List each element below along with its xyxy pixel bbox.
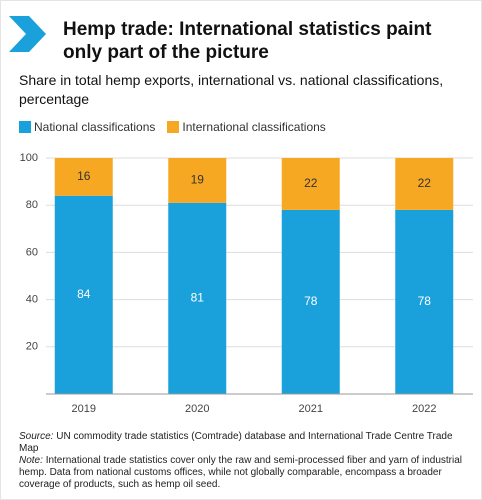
source: Source: UN commodity trade statistics (C…	[19, 431, 469, 455]
data-label: 19	[191, 173, 205, 187]
y-tick-label: 40	[26, 294, 38, 306]
bar-segment	[395, 158, 454, 210]
data-label: 78	[418, 294, 432, 308]
legend-label: National classifications	[34, 120, 156, 134]
bar-segment	[395, 209, 454, 394]
legend-swatch	[19, 121, 31, 133]
data-label: 84	[77, 287, 91, 301]
y-tick-label: 80	[26, 199, 38, 211]
bar-segment	[168, 158, 227, 203]
y-tick-label: 20	[26, 341, 38, 353]
note: Note: International trade statistics cov…	[19, 455, 469, 491]
y-tick-label: 100	[20, 152, 38, 164]
note-label: Note:	[19, 455, 43, 466]
x-tick-label: 2019	[72, 403, 96, 415]
bar-segment	[281, 209, 340, 394]
legend: National classifications International cl…	[19, 120, 326, 134]
bar-segment	[54, 195, 113, 394]
data-label: 22	[304, 176, 318, 190]
x-tick-label: 2021	[299, 403, 323, 415]
legend-label: International classifications	[182, 120, 326, 134]
data-label: 22	[418, 176, 432, 190]
note-text: International trade statistics cover onl…	[19, 455, 463, 490]
x-tick-label: 2022	[412, 403, 436, 415]
y-tick-label: 60	[26, 246, 38, 258]
source-label: Source:	[19, 431, 54, 442]
data-label: 81	[191, 291, 205, 305]
data-label: 16	[77, 169, 91, 183]
data-label: 78	[304, 294, 318, 308]
bar-segment	[54, 158, 113, 196]
legend-swatch	[167, 121, 180, 133]
chart-title: Hemp trade: International statistics pai…	[63, 19, 432, 63]
x-tick-label: 2020	[185, 403, 209, 415]
chart-subtitle: Share in total hemp exports, internation…	[19, 72, 444, 107]
legend-entry: National classifications	[19, 120, 155, 134]
legend-entry: International classifications	[167, 120, 326, 134]
footnotes: Source: UN commodity trade statistics (C…	[19, 431, 469, 491]
bar-segment	[281, 158, 340, 210]
source-text: UN commodity trade statistics (Comtrade)…	[19, 431, 453, 454]
chevron-icon	[9, 16, 46, 52]
bar-segment	[168, 202, 227, 394]
